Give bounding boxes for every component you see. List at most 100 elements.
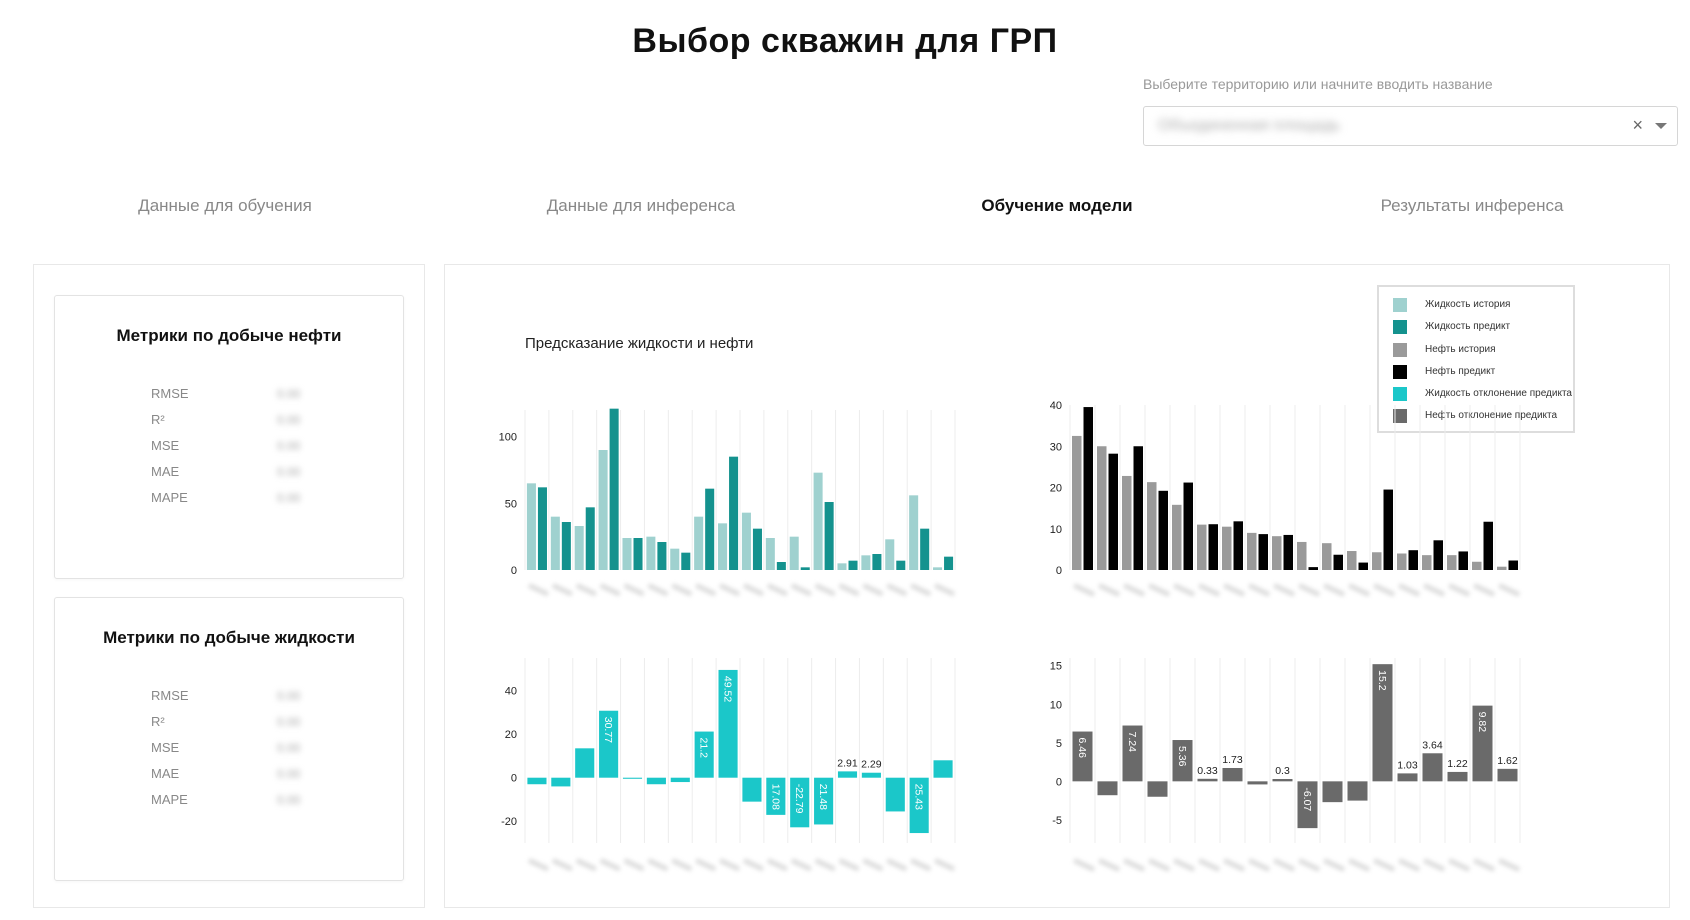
bar bbox=[813, 472, 823, 570]
y-tick-label: 10 bbox=[1050, 524, 1062, 536]
bar bbox=[1447, 555, 1457, 570]
x-tick-label-blurred bbox=[1198, 858, 1220, 872]
x-tick-label-blurred bbox=[1323, 858, 1345, 872]
x-tick-label-blurred bbox=[1098, 583, 1120, 597]
bar bbox=[1197, 778, 1218, 782]
x-tick-label-blurred bbox=[1473, 858, 1495, 872]
x-tick-label-blurred bbox=[599, 583, 621, 596]
x-tick-label-blurred bbox=[767, 858, 788, 871]
x-tick-label-blurred bbox=[1298, 858, 1320, 872]
legend-swatch bbox=[1393, 343, 1407, 357]
bar bbox=[1297, 781, 1318, 829]
bar bbox=[752, 528, 762, 570]
bar bbox=[1297, 541, 1307, 570]
data-label: 2.91 bbox=[837, 757, 858, 769]
x-tick-label-blurred bbox=[838, 583, 860, 596]
bar bbox=[1422, 555, 1432, 570]
x-tick-label-blurred bbox=[528, 583, 549, 596]
metric-value-r2: 0.00 bbox=[277, 413, 301, 427]
x-tick-label-blurred bbox=[814, 583, 836, 596]
bar bbox=[766, 777, 786, 815]
bar bbox=[585, 507, 595, 570]
y-tick-label: 15 bbox=[1050, 661, 1062, 673]
x-tick-label-blurred bbox=[886, 583, 907, 596]
bar bbox=[718, 523, 728, 570]
bar bbox=[1483, 521, 1493, 570]
bar bbox=[574, 526, 584, 570]
bar bbox=[1072, 731, 1093, 782]
x-tick-label-blurred bbox=[695, 858, 716, 871]
bar bbox=[1397, 773, 1418, 782]
y-tick-label: -20 bbox=[501, 816, 517, 828]
bar bbox=[1322, 781, 1343, 803]
bar bbox=[1472, 705, 1493, 782]
metric-label-rmse: RMSE bbox=[151, 688, 189, 703]
x-tick-label-blurred bbox=[1173, 583, 1195, 597]
metric-label-mae: MAE bbox=[151, 464, 180, 479]
legend-swatch bbox=[1393, 409, 1407, 423]
bar bbox=[1308, 567, 1318, 570]
bar bbox=[824, 502, 834, 570]
bar bbox=[1358, 562, 1368, 570]
bar bbox=[765, 538, 775, 570]
x-tick-label-blurred bbox=[576, 583, 597, 596]
bar bbox=[1233, 521, 1243, 570]
bar bbox=[790, 777, 810, 828]
y-tick-label: 0 bbox=[511, 565, 517, 577]
bar bbox=[848, 560, 858, 570]
tab-inference-data[interactable]: Данные для инференса bbox=[546, 196, 736, 215]
x-tick-label-blurred bbox=[934, 858, 955, 871]
bar bbox=[1122, 725, 1143, 782]
x-tick-label-blurred bbox=[886, 858, 907, 871]
bar bbox=[622, 538, 632, 570]
bar bbox=[933, 567, 943, 570]
legend-swatch bbox=[1393, 298, 1407, 312]
y-tick-label: 50 bbox=[505, 498, 517, 510]
x-tick-label-blurred bbox=[791, 858, 812, 871]
x-tick-label-blurred bbox=[1348, 583, 1370, 597]
x-tick-label-blurred bbox=[910, 858, 931, 871]
bar bbox=[776, 562, 786, 570]
x-tick-label-blurred bbox=[910, 583, 931, 596]
x-tick-label-blurred bbox=[1173, 858, 1195, 872]
bar bbox=[694, 731, 714, 778]
metric-label-mse: MSE bbox=[151, 740, 180, 755]
data-label: 5.36 bbox=[1176, 746, 1188, 767]
bar bbox=[681, 552, 691, 570]
bar bbox=[1372, 664, 1393, 782]
bar bbox=[861, 555, 871, 570]
metric-value-r2: 0.00 bbox=[277, 715, 301, 729]
x-tick-label-blurred bbox=[1123, 858, 1145, 872]
tab-inference-results[interactable]: Результаты инференса bbox=[1380, 196, 1564, 215]
bar bbox=[872, 554, 882, 570]
chevron-down-icon[interactable] bbox=[1655, 123, 1667, 129]
data-label: 25.43 bbox=[913, 784, 925, 810]
bar bbox=[1408, 550, 1418, 570]
bar bbox=[1458, 551, 1468, 570]
clear-icon[interactable]: × bbox=[1632, 115, 1643, 135]
bar bbox=[633, 538, 643, 570]
x-tick-label-blurred bbox=[1473, 583, 1495, 597]
bar bbox=[1197, 524, 1207, 570]
bar bbox=[670, 777, 690, 783]
tab-model-training[interactable]: Обучение модели bbox=[981, 196, 1133, 215]
x-tick-label-blurred bbox=[1123, 583, 1145, 597]
liquid-metrics-title: Метрики по добыче жидкости bbox=[103, 628, 355, 647]
bar bbox=[646, 536, 656, 570]
metric-label-mse: MSE bbox=[151, 438, 180, 453]
bar bbox=[1422, 753, 1443, 782]
tab-training-data[interactable]: Данные для обучения bbox=[138, 196, 312, 215]
territory-select[interactable]: Объединенная площадь × bbox=[1143, 106, 1678, 146]
x-tick-label-blurred bbox=[695, 583, 716, 596]
y-tick-label: 0 bbox=[1056, 776, 1062, 788]
data-label: 3.64 bbox=[1422, 739, 1443, 751]
x-tick-label-blurred bbox=[719, 583, 740, 596]
data-label: 0.33 bbox=[1197, 765, 1218, 777]
y-tick-label: 40 bbox=[505, 686, 517, 698]
bar bbox=[1283, 534, 1293, 570]
data-label: 2.29 bbox=[861, 759, 882, 771]
metric-value-mape: 0.00 bbox=[277, 491, 301, 505]
bar bbox=[1147, 781, 1168, 797]
legend-label: Нефть отклонение предикта bbox=[1425, 410, 1558, 421]
bar bbox=[1508, 560, 1518, 570]
